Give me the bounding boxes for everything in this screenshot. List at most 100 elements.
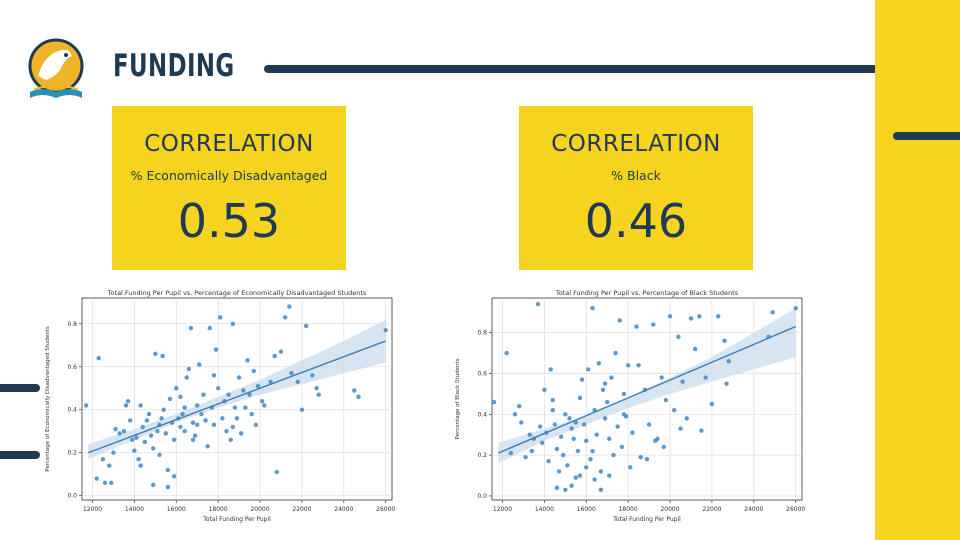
data-point [491, 399, 497, 405]
data-point [142, 439, 148, 445]
data-point [316, 392, 321, 397]
data-point [672, 408, 677, 413]
regression-line [498, 325, 796, 454]
data-point [100, 456, 106, 462]
data-point [504, 350, 509, 356]
x-tick-label: 14000 [125, 506, 144, 513]
y-tick-label: 0.6 [477, 370, 487, 377]
data-point [278, 349, 284, 354]
data-point [127, 418, 133, 423]
data-point [163, 431, 168, 436]
data-point [726, 359, 731, 364]
data-point [245, 358, 250, 363]
data-point [251, 368, 256, 374]
card-value: 0.53 [177, 194, 281, 248]
data-point [224, 429, 229, 434]
data-point [241, 388, 246, 393]
y-tick-label: 0.8 [67, 321, 77, 328]
data-point [517, 403, 522, 409]
data-point [546, 459, 551, 464]
data-point [259, 398, 265, 404]
data-point [102, 480, 108, 486]
data-point [535, 301, 541, 307]
data-point [243, 405, 248, 410]
data-point [159, 416, 164, 421]
side-accent-strip [875, 0, 960, 540]
data-point [617, 318, 622, 323]
data-point [287, 304, 292, 309]
data-point [232, 405, 238, 410]
data-point [220, 416, 225, 421]
data-point [598, 469, 604, 474]
y-tick-label: 0.0 [67, 493, 77, 500]
data-point [352, 388, 357, 393]
card-heading: CORRELATION [551, 131, 721, 157]
y-tick-label: 0.4 [477, 411, 487, 418]
x-tick-label: 16000 [167, 506, 186, 513]
y-tick-label: 0.2 [67, 450, 77, 457]
data-point [579, 377, 585, 382]
data-point [195, 422, 200, 427]
data-point [125, 398, 131, 404]
y-axis-label: Percentage of Black Students [455, 358, 461, 439]
data-point [554, 485, 560, 490]
education-logo-icon [28, 38, 84, 98]
data-point [592, 477, 597, 482]
x-tick-label: 18000 [209, 506, 228, 513]
data-point [195, 403, 200, 408]
data-point [211, 373, 217, 378]
data-point [573, 475, 578, 480]
data-point [563, 487, 568, 492]
data-point [630, 430, 635, 435]
data-point [117, 431, 122, 436]
data-point [201, 392, 206, 397]
data-point [573, 420, 578, 425]
data-point [605, 399, 610, 405]
data-point [186, 366, 192, 372]
data-point [192, 433, 198, 438]
data-point [303, 323, 309, 329]
data-point [295, 379, 300, 385]
data-point [249, 411, 254, 417]
card-value: 0.46 [584, 194, 688, 248]
y-tick-label: 0.0 [477, 493, 487, 500]
data-point [567, 416, 572, 421]
data-point [615, 424, 620, 429]
data-point [182, 405, 187, 410]
data-point [569, 426, 574, 431]
data-point [523, 454, 528, 460]
data-point [793, 306, 798, 311]
scatter-chart-disadvantaged: 12000 14000 16000 18000 20000 22000 24000 26000… [45, 289, 395, 523]
data-point [165, 467, 171, 473]
data-point [184, 375, 189, 380]
data-point [663, 397, 669, 403]
scatter-chart-black: 12000 14000 16000 18000 20000 22000 24000 26000… [455, 289, 805, 523]
data-point [111, 450, 116, 455]
data-point [596, 361, 602, 366]
data-point [561, 452, 566, 458]
data-point [180, 411, 185, 417]
data-point [676, 334, 681, 339]
data-point [274, 469, 279, 475]
data-point [724, 381, 729, 386]
data-point [107, 463, 112, 468]
data-point [215, 386, 221, 391]
y-tick-label: 0.6 [67, 364, 77, 371]
data-point [83, 403, 89, 408]
data-point [565, 463, 570, 468]
data-point [600, 387, 606, 393]
data-point [699, 428, 704, 433]
data-point [540, 440, 545, 446]
data-point [96, 355, 101, 361]
data-point [165, 484, 171, 490]
data-point [211, 422, 217, 427]
data-point [157, 452, 162, 458]
data-point [161, 407, 166, 412]
data-point [197, 362, 202, 367]
data-point [625, 363, 631, 368]
data-point [268, 379, 273, 385]
data-point [548, 367, 553, 372]
data-point [569, 483, 574, 488]
data-point [182, 429, 187, 434]
data-point [144, 418, 150, 423]
